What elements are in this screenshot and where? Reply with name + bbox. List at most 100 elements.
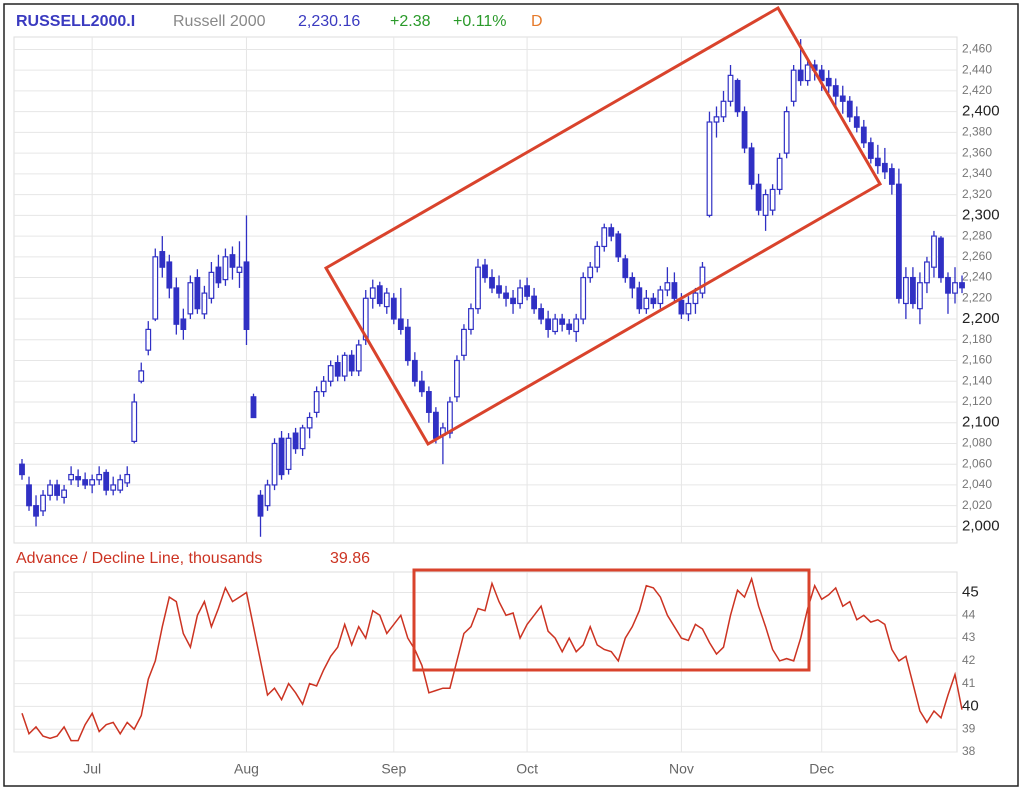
candle-body bbox=[959, 282, 965, 289]
candle-body bbox=[117, 479, 124, 491]
candle-body bbox=[369, 287, 376, 299]
candle-body bbox=[468, 308, 474, 331]
x-tick-label: Jul bbox=[83, 761, 101, 777]
candle-body bbox=[902, 276, 909, 305]
candle-body bbox=[839, 95, 846, 102]
candle-body bbox=[271, 442, 278, 486]
y-tick-label: 40 bbox=[962, 697, 979, 714]
candle-body bbox=[194, 276, 201, 310]
candle-body bbox=[243, 261, 250, 331]
y-tick-label: 2,160 bbox=[962, 353, 992, 367]
candle-body bbox=[615, 233, 622, 258]
candle-body bbox=[580, 276, 587, 320]
candle-body bbox=[713, 116, 720, 123]
y-tick-label: 2,020 bbox=[962, 498, 992, 512]
candle-body bbox=[517, 287, 523, 305]
candle-body bbox=[138, 370, 145, 382]
candle-body bbox=[769, 188, 776, 211]
candle-body bbox=[825, 77, 832, 87]
y-tick-label: 2,340 bbox=[962, 166, 992, 180]
candle-body bbox=[797, 69, 804, 82]
candle-body bbox=[601, 227, 608, 248]
candle-body bbox=[573, 318, 580, 333]
candle-body bbox=[804, 64, 811, 82]
candle-body bbox=[327, 365, 334, 382]
candle-body bbox=[931, 235, 937, 268]
candle-body bbox=[664, 282, 671, 291]
candle-body bbox=[846, 100, 853, 118]
candle-body bbox=[110, 484, 117, 491]
candle-body bbox=[418, 380, 425, 393]
candle-body bbox=[755, 183, 762, 211]
y-tick-label: 2,400 bbox=[962, 103, 1000, 120]
y-tick-label: 45 bbox=[962, 583, 979, 600]
candle-body bbox=[383, 292, 390, 308]
candle-body bbox=[860, 126, 867, 144]
ad-line bbox=[21, 576, 963, 742]
x-tick-label: Aug bbox=[234, 761, 259, 777]
candle-body bbox=[264, 484, 271, 507]
change-percent: +0.11% bbox=[453, 13, 507, 30]
candle-body bbox=[559, 318, 566, 325]
candle-body bbox=[496, 285, 502, 294]
candle-body bbox=[425, 391, 432, 413]
candle-body bbox=[432, 411, 439, 439]
candle-body bbox=[699, 266, 706, 294]
y-tick-label: 43 bbox=[962, 630, 976, 644]
y-tick-label: 39 bbox=[962, 721, 976, 735]
y-tick-label: 2,240 bbox=[962, 270, 992, 284]
y-tick-label: 2,380 bbox=[962, 125, 992, 139]
candle-body bbox=[355, 344, 362, 372]
candle-body bbox=[222, 256, 229, 281]
y-tick-label: 2,080 bbox=[962, 436, 992, 450]
candle-body bbox=[727, 74, 734, 102]
candle-body bbox=[82, 479, 89, 486]
candle-body bbox=[215, 266, 222, 284]
candle-body bbox=[881, 162, 888, 173]
candle-body bbox=[454, 359, 460, 398]
candle-body bbox=[692, 292, 699, 305]
y-tick-label: 2,460 bbox=[962, 42, 992, 56]
candle-body bbox=[741, 111, 748, 149]
candle-body bbox=[503, 292, 509, 299]
candle-body bbox=[790, 69, 797, 102]
y-tick-label: 2,000 bbox=[962, 517, 1000, 534]
y-tick-label: 2,100 bbox=[962, 414, 1000, 431]
candle-body bbox=[103, 471, 110, 491]
y-tick-label: 2,180 bbox=[962, 332, 992, 346]
y-tick-label: 2,360 bbox=[962, 145, 992, 159]
candle-body bbox=[938, 237, 944, 279]
y-tick-label: 2,420 bbox=[962, 83, 992, 97]
y-tick-label: 2,220 bbox=[962, 290, 992, 304]
y-tick-label: 44 bbox=[962, 607, 976, 621]
candle-body bbox=[867, 142, 874, 159]
candle-body bbox=[320, 380, 327, 393]
candle-body bbox=[285, 437, 292, 470]
candle-body bbox=[236, 266, 243, 273]
candle-body bbox=[180, 318, 187, 331]
y-tick-label: 2,200 bbox=[962, 310, 1000, 327]
y-tick-label: 2,120 bbox=[962, 394, 992, 408]
candle-body bbox=[250, 396, 257, 419]
candle-body bbox=[124, 473, 131, 484]
candle-body bbox=[411, 359, 418, 382]
candle-body bbox=[152, 256, 159, 320]
x-tick-label: Sep bbox=[381, 761, 406, 777]
candle-body bbox=[594, 245, 601, 268]
symbol: RUSSELL2000.I bbox=[16, 13, 135, 30]
y-tick-label: 2,440 bbox=[962, 62, 992, 76]
candle-body bbox=[75, 476, 82, 481]
marks bbox=[19, 39, 965, 742]
candle-body bbox=[952, 282, 958, 294]
candle-body bbox=[643, 297, 650, 310]
candle-body bbox=[33, 505, 39, 517]
candle-body bbox=[566, 323, 573, 331]
candle-body bbox=[685, 302, 692, 315]
ad-title: Advance / Decline Line, thousands bbox=[16, 550, 262, 567]
candle-body bbox=[762, 194, 769, 216]
candle-body bbox=[47, 484, 53, 496]
annotation-box bbox=[412, 568, 811, 672]
candle-body bbox=[622, 258, 629, 279]
last-price: 2,230.16 bbox=[298, 13, 360, 30]
candle-body bbox=[26, 484, 32, 507]
